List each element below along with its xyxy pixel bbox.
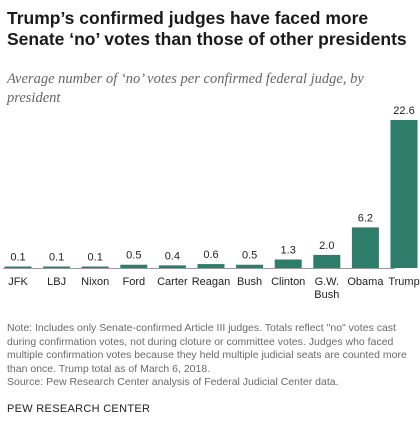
bar bbox=[351, 227, 379, 268]
bar bbox=[313, 254, 341, 268]
x-tick-label: Ford bbox=[122, 276, 145, 288]
data-label: 0.1 bbox=[10, 252, 25, 264]
chart-title: Trump’s confirmed judges have faced more… bbox=[7, 8, 407, 49]
data-label: 2.0 bbox=[319, 240, 334, 252]
chart-subtitle: Average number of ‘no’ votes per confirm… bbox=[7, 71, 364, 106]
bar bbox=[4, 266, 32, 268]
x-tick-label: Bush bbox=[237, 276, 262, 288]
bar bbox=[43, 266, 71, 268]
bar bbox=[158, 265, 186, 268]
data-label: 0.4 bbox=[165, 250, 180, 262]
bar bbox=[197, 264, 225, 268]
pew-research-logo: PEW RESEARCH CENTER bbox=[7, 403, 151, 415]
bar bbox=[236, 264, 264, 268]
x-tick-label: Nixon bbox=[81, 276, 109, 288]
data-label: 0.5 bbox=[126, 250, 141, 262]
x-tick-label: G.W. Bush bbox=[314, 276, 339, 301]
data-label: 0.6 bbox=[203, 249, 218, 261]
bar bbox=[390, 120, 418, 268]
bar bbox=[81, 266, 109, 268]
x-tick-label: Clinton bbox=[271, 276, 305, 288]
x-tick-label: Obama bbox=[347, 276, 384, 288]
chart-note: Note: Includes only Senate-confirmed Art… bbox=[7, 322, 407, 375]
data-label: 0.5 bbox=[242, 250, 257, 262]
bar bbox=[120, 264, 148, 268]
x-tick-label: JFK bbox=[8, 276, 28, 288]
data-label: 6.2 bbox=[358, 212, 373, 224]
data-label: 1.3 bbox=[281, 244, 296, 256]
chart-source: Source: Pew Research Center analysis of … bbox=[7, 376, 339, 388]
x-tick-label: Carter bbox=[157, 276, 188, 288]
data-label: 22.6 bbox=[393, 105, 414, 117]
x-tick-label: Reagan bbox=[192, 276, 231, 288]
x-tick-label: Trump bbox=[388, 276, 419, 288]
x-tick-label: LBJ bbox=[47, 276, 66, 288]
data-label: 0.1 bbox=[88, 252, 103, 264]
data-label: 0.1 bbox=[49, 252, 64, 264]
bar bbox=[274, 259, 302, 268]
bar-chart: 0.1 JFK 0.1 LBJ 0.1 Nixon 0.5 Ford 0.4 Carter 0.6 R… bbox=[3, 105, 420, 301]
